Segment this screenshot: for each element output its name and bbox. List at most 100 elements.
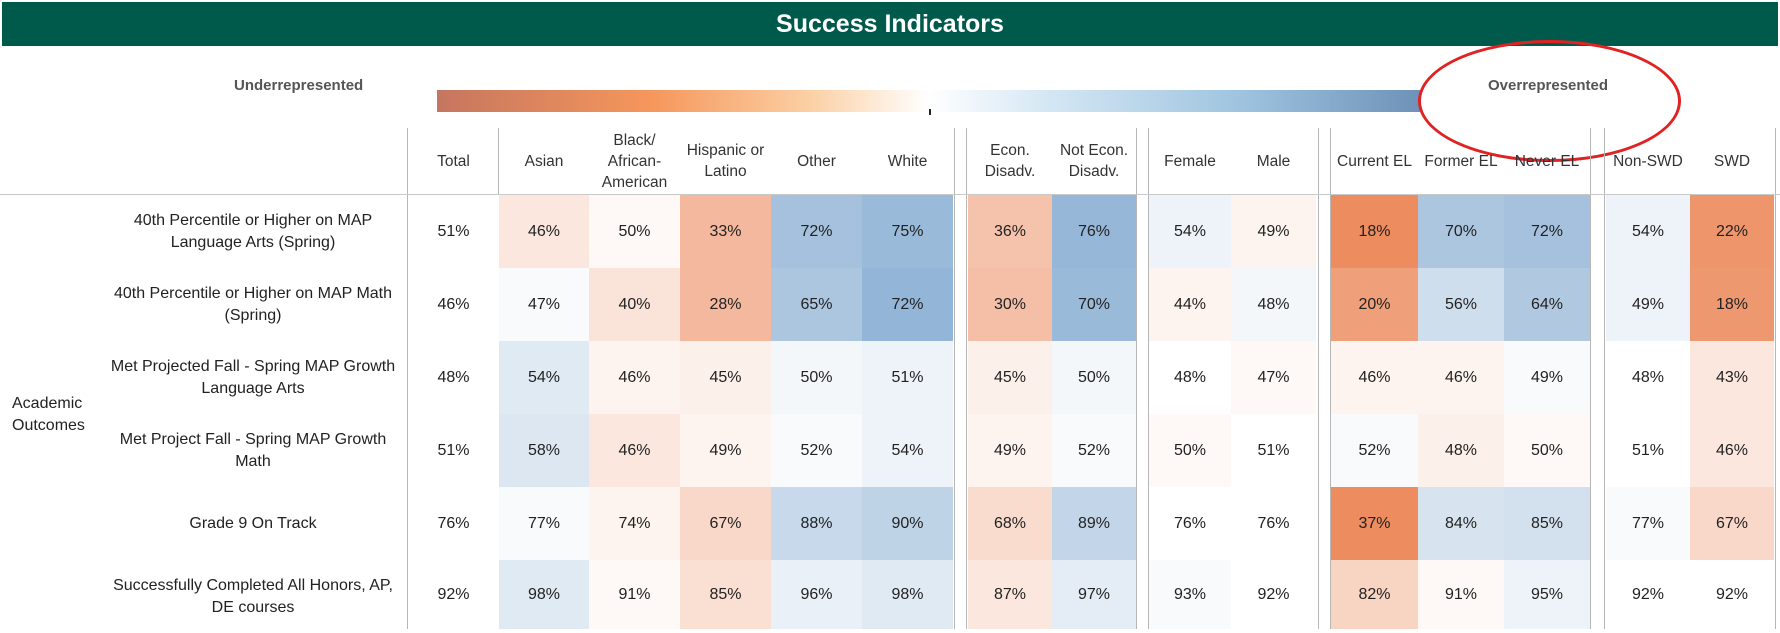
heatmap-cell: 40% — [589, 268, 680, 341]
column-header: Never EL — [1514, 152, 1580, 170]
column-header: Asian — [524, 152, 564, 170]
heatmap-cell: 54% — [862, 414, 953, 487]
heatmap-cell: 36% — [968, 195, 1052, 268]
heatmap-cell: 58% — [499, 414, 589, 487]
column-divider — [1590, 128, 1591, 629]
column-header: Not Econ. Disadv. — [1059, 142, 1129, 180]
heatmap-cell: 47% — [1231, 341, 1316, 414]
heatmap-cell: 84% — [1418, 487, 1504, 560]
heatmap-cell: 82% — [1331, 560, 1418, 629]
heatmap-cell: 52% — [771, 414, 862, 487]
heatmap-cell: 72% — [771, 195, 862, 268]
heatmap-cell: 64% — [1504, 268, 1590, 341]
heatmap-cell: 96% — [771, 560, 862, 629]
column-header: Former EL — [1424, 152, 1498, 170]
heatmap-cell: 45% — [680, 341, 771, 414]
heatmap-cell: 75% — [862, 195, 953, 268]
heatmap-cell: 33% — [680, 195, 771, 268]
heatmap-cell: 20% — [1331, 268, 1418, 341]
column-divider — [407, 128, 408, 629]
heatmap-cell: 76% — [1149, 487, 1231, 560]
heatmap-cell: 50% — [1504, 414, 1590, 487]
heatmap-cell: 28% — [680, 268, 771, 341]
heatmap-cell: 74% — [589, 487, 680, 560]
heatmap-cell: 90% — [862, 487, 953, 560]
column-header: Econ. Disadv. — [984, 142, 1036, 180]
heatmap-cell: 89% — [1052, 487, 1136, 560]
heatmap-cell: 85% — [680, 560, 771, 629]
heatmap-cell: 93% — [1149, 560, 1231, 629]
heatmap-cell: 54% — [1606, 195, 1690, 268]
heatmap-cell: 91% — [1418, 560, 1504, 629]
heatmap-cell: 68% — [968, 487, 1052, 560]
heatmap-cell: 51% — [1606, 414, 1690, 487]
heatmap-cell: 85% — [1504, 487, 1590, 560]
heatmap-cell: 50% — [1052, 341, 1136, 414]
row-label: Met Projected Fall - Spring MAP Growth L… — [110, 357, 396, 397]
column-divider — [1148, 128, 1149, 629]
column-divider — [1318, 128, 1319, 629]
heatmap-cell: 46% — [589, 341, 680, 414]
column-header: Black/ African-American — [601, 131, 668, 191]
row-label: 40th Percentile or Higher on MAP Math (S… — [113, 284, 393, 324]
heatmap-cell: 48% — [408, 341, 499, 414]
heatmap-cell: 48% — [1418, 414, 1504, 487]
heatmap-cell: 51% — [1231, 414, 1316, 487]
heatmap-cell: 70% — [1418, 195, 1504, 268]
heatmap-cell: 54% — [1149, 195, 1231, 268]
heatmap-cell: 72% — [1504, 195, 1590, 268]
column-divider — [1604, 128, 1605, 629]
column-header: Other — [797, 152, 836, 170]
heatmap-cell: 91% — [589, 560, 680, 629]
row-label: Grade 9 On Track — [189, 514, 317, 532]
column-header: Female — [1164, 152, 1216, 170]
heatmap-cell: 46% — [589, 414, 680, 487]
heatmap-cell: 49% — [680, 414, 771, 487]
heatmap-cell: 48% — [1231, 268, 1316, 341]
heatmap-cell: 92% — [1690, 560, 1774, 629]
heatmap-cell: 92% — [1606, 560, 1690, 629]
heatmap-cell: 95% — [1504, 560, 1590, 629]
heatmap-cell: 77% — [499, 487, 589, 560]
heatmap-cell: 46% — [1690, 414, 1774, 487]
heatmap-cell: 97% — [1052, 560, 1136, 629]
column-header: Hispanic or Latino — [686, 142, 765, 180]
row-label: Successfully Completed All Honors, AP, D… — [113, 576, 393, 616]
underrepresented-label: Underrepresented — [234, 77, 364, 94]
heatmap-cell: 44% — [1149, 268, 1231, 341]
heatmap-cell: 98% — [862, 560, 953, 629]
heatmap-cell: 43% — [1690, 341, 1774, 414]
heatmap-cell: 50% — [1149, 414, 1231, 487]
heatmap-cell: 76% — [408, 487, 499, 560]
heatmap-cell: 51% — [862, 341, 953, 414]
heatmap-cell: 88% — [771, 487, 862, 560]
heatmap-cell: 76% — [1052, 195, 1136, 268]
color-scale-midpoint-tick — [929, 109, 931, 115]
heatmap-cell: 18% — [1690, 268, 1774, 341]
heatmap-cell: 30% — [968, 268, 1052, 341]
heatmap-cell: 76% — [1231, 487, 1316, 560]
heatmap-cell: 70% — [1052, 268, 1136, 341]
heatmap-cell: 51% — [408, 414, 499, 487]
heatmap-cell: 56% — [1418, 268, 1504, 341]
row-group-label: Academic Outcomes — [12, 395, 85, 434]
heatmap-cell: 54% — [499, 341, 589, 414]
column-header: White — [887, 152, 928, 170]
heatmap-cell: 77% — [1606, 487, 1690, 560]
red-circle-annotation — [1418, 40, 1681, 162]
column-header: Total — [437, 152, 470, 170]
heatmap-cell: 46% — [499, 195, 589, 268]
column-divider — [1330, 128, 1331, 629]
heatmap-cell: 49% — [1231, 195, 1316, 268]
column-divider — [954, 128, 955, 629]
heatmap-cell: 67% — [1690, 487, 1774, 560]
column-divider — [1775, 128, 1776, 629]
heatmap-cell: 48% — [1149, 341, 1231, 414]
header-rule — [0, 194, 1780, 195]
heatmap-cell: 51% — [408, 195, 499, 268]
heatmap-cell: 98% — [499, 560, 589, 629]
heatmap-cell: 52% — [1052, 414, 1136, 487]
heatmap-cell: 46% — [1418, 341, 1504, 414]
heatmap-cell: 87% — [968, 560, 1052, 629]
heatmap-cell: 65% — [771, 268, 862, 341]
